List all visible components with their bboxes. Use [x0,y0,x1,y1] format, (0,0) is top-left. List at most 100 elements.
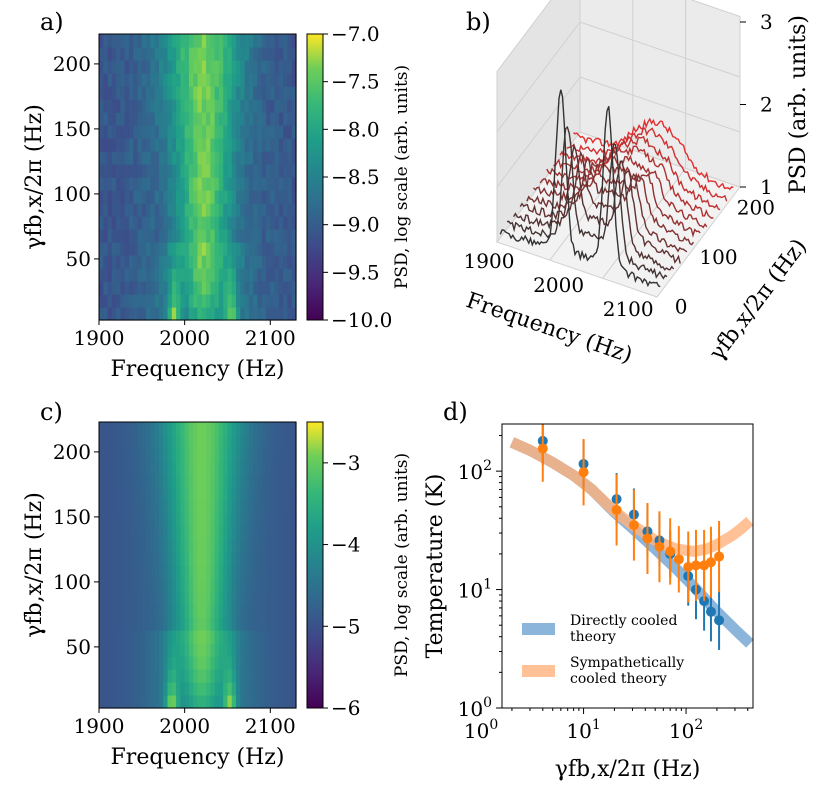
heatmap-cell [111,47,117,61]
heatmap-cell [278,500,284,514]
heatmap-cell [274,435,280,449]
heatmap-cell [291,617,297,631]
colorbar-gradient [306,421,324,709]
heatmap-cell [154,474,160,488]
heatmap-cell [283,229,289,243]
heatmap-cell [180,461,186,475]
heatmap-cell [167,203,173,217]
heatmap-cell [261,125,267,139]
heatmap-cell [150,604,156,618]
heatmap-cell [99,47,104,61]
heatmap-cell [107,552,113,566]
heatmap-cell [201,177,207,191]
heatmap-cell [223,539,229,553]
heatmap-cell [137,60,143,74]
heatmap-cell [206,294,211,308]
heatmap-cell [214,190,220,204]
heatmap-cell [188,474,194,488]
heatmap-cell [116,448,122,462]
heatmap-cell [278,630,284,644]
heatmap-cell [163,34,169,48]
heatmap-cell [218,513,224,527]
heatmap-cell [257,682,263,696]
heatmap-cell [218,216,224,230]
y-tick-label: 200 [53,52,91,76]
heatmap-cell [270,474,276,488]
heatmap-cell [291,474,297,488]
heatmap-cell [197,138,203,152]
heatmap-cell [146,47,151,61]
heatmap-cell [270,500,276,514]
heatmap-cell [261,435,267,449]
heatmap-cell [146,34,151,48]
heatmap-cell [141,604,147,618]
heatmap-cell [128,669,134,683]
heatmap-cell [154,604,160,618]
heatmap-cell [120,203,126,217]
heatmap-cell [206,86,211,100]
heatmap-cell [133,552,139,566]
heatmap-cell [103,448,109,462]
heatmap-cell [141,294,147,308]
heatmap-cell [266,604,271,618]
heatmap-cell [146,151,151,165]
heatmap-cell [257,526,263,540]
heatmap-cell [201,164,207,178]
heatmap-cell [146,307,151,321]
heatmap-cell [180,138,186,152]
heatmap-cell [158,203,164,217]
heatmap-cell [193,526,199,540]
heatmap-cell [253,34,259,48]
heatmap-cell [103,422,109,436]
heatmap-cell [291,656,297,670]
heatmap-cell [231,513,237,527]
heatmap-cell [150,216,156,230]
heatmap-cell [266,294,271,308]
legend-label: cooled theory [570,671,667,687]
heatmap-cell [218,164,224,178]
heatmap-cell [167,630,173,644]
heatmap-cell [150,643,156,657]
heatmap-cell [253,190,259,204]
heatmap-cell [278,435,284,449]
heatmap-cell [287,526,293,540]
heatmap-cell [257,281,263,295]
heatmap-cell [283,617,289,631]
heatmap-cell [261,112,267,126]
heatmap-cell [128,643,134,657]
heatmap-cell [120,513,126,527]
heatmap-cell [133,294,139,308]
heatmap-cell [240,461,246,475]
x-tick-label: 100 [464,717,498,743]
heatmap-cell [240,177,246,191]
heatmap-cell [206,526,211,540]
heatmap-cell [253,513,259,527]
grid-line [496,21,581,133]
heatmap-cell [137,294,143,308]
heatmap-cell [180,539,186,553]
heatmap-cell [257,565,263,579]
heatmap-cell [188,461,194,475]
heatmap-cell [137,86,143,100]
heatmap-cell [133,177,139,191]
heatmap-cell [120,99,126,113]
heatmap-cell [120,695,126,709]
heatmap-cell [137,448,143,462]
heatmap-cell [278,604,284,618]
psd-trace [573,117,734,191]
heatmap-cell [171,177,177,191]
heatmap-cell [176,461,181,475]
heatmap-cell [150,474,156,488]
heatmap-cell [214,99,220,113]
heatmap-cell [128,422,134,436]
heatmap-cell [154,73,160,87]
heatmap-cell [240,487,246,501]
heatmap-cell [257,669,263,683]
heatmap-cell [248,695,254,709]
heatmap-cell [283,695,289,709]
heatmap-cell [154,695,160,709]
heatmap-cell [278,487,284,501]
plot-area [509,424,753,650]
heatmap-cell [248,177,254,191]
heatmap-cell [201,216,207,230]
